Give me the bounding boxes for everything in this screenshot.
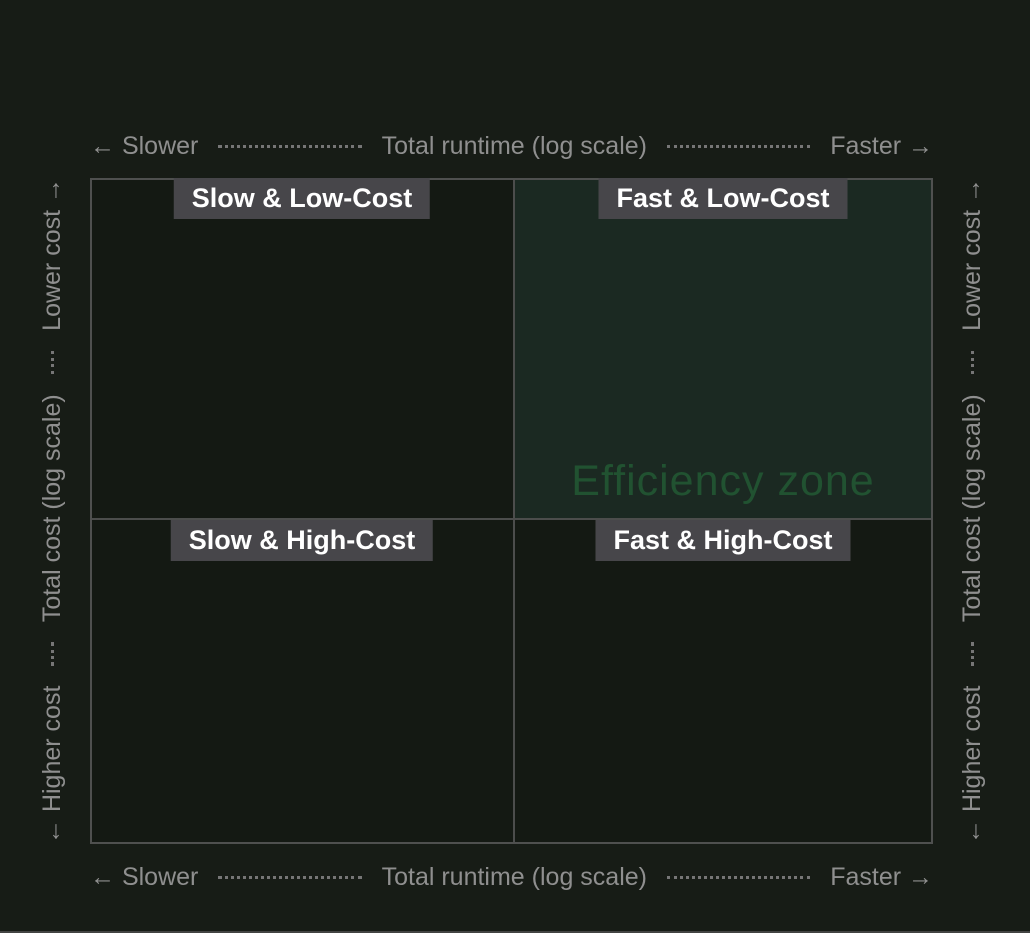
window-bottom-edge — [0, 931, 1030, 933]
y-axis-lower-cost-label: Lower cost → — [37, 177, 66, 331]
efficiency-zone-annotation: Efficiency zone — [571, 457, 875, 505]
x-axis-slower-label: ← Slower — [90, 131, 199, 160]
dotted-separator — [218, 875, 362, 879]
x-axis-top: ← Slower Total runtime (log scale) Faste… — [90, 130, 933, 162]
dotted-separator — [50, 642, 54, 666]
y-axis-right: ← Higher cost Total cost (log scale) Low… — [956, 178, 988, 844]
y-axis-left: ← Higher cost Total cost (log scale) Low… — [36, 178, 68, 844]
x-axis-faster-label: Faster → — [830, 862, 933, 891]
x-axis-slower-label: ← Slower — [90, 862, 199, 891]
y-axis-higher-cost-label: ← Higher cost — [957, 685, 986, 844]
vertical-divider — [513, 180, 515, 842]
y-axis-lower-cost-label: Lower cost → — [957, 177, 986, 331]
x-axis-title: Total runtime (log scale) — [381, 131, 647, 160]
x-axis-title: Total runtime (log scale) — [381, 862, 647, 891]
quadrant-label-slow-low-cost: Slow & Low-Cost — [173, 178, 431, 219]
x-axis-faster-label: Faster → — [830, 131, 933, 160]
y-axis-title: Total cost (log scale) — [37, 394, 66, 623]
y-axis-title: Total cost (log scale) — [957, 394, 986, 623]
dotted-separator — [50, 350, 54, 375]
dotted-separator — [666, 875, 811, 879]
plot-area: Efficiency zone Slow & Low-Cost Fast & L… — [90, 178, 933, 844]
x-axis-bottom: ← Slower Total runtime (log scale) Faste… — [90, 861, 933, 893]
horizontal-divider — [92, 518, 931, 520]
efficiency-zone-highlight: Efficiency zone — [515, 180, 931, 518]
dotted-separator — [666, 144, 811, 148]
quadrant-label-fast-high-cost: Fast & High-Cost — [595, 520, 851, 561]
quadrant-label-fast-low-cost: Fast & Low-Cost — [598, 178, 848, 219]
dotted-separator — [970, 350, 974, 375]
dotted-separator — [970, 642, 974, 666]
quadrant-label-slow-high-cost: Slow & High-Cost — [170, 520, 434, 561]
dotted-separator — [218, 144, 362, 148]
y-axis-higher-cost-label: ← Higher cost — [37, 685, 66, 844]
